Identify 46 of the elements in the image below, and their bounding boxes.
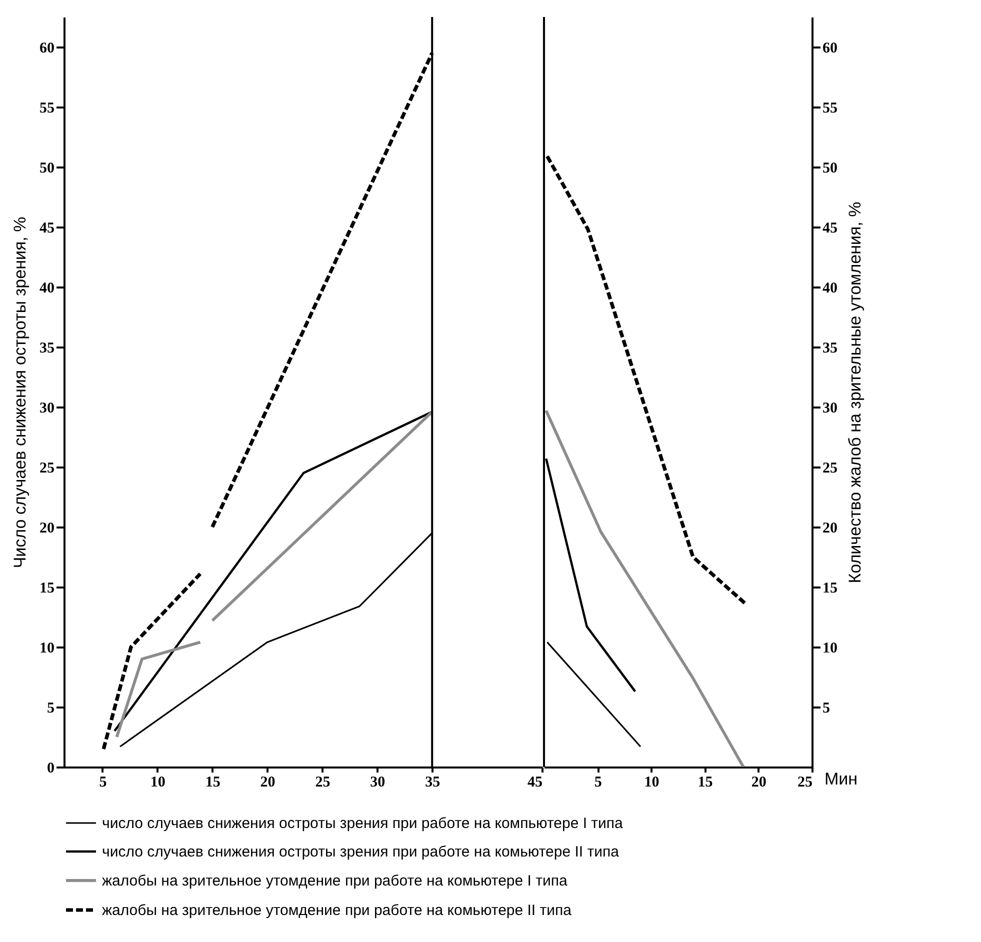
y2-tick-label: 5 [822,700,830,716]
x-tick-label: 5 [99,774,107,790]
y-tick-label: 25 [40,460,54,476]
y2-axis-title: Количество жалоб на зрительные утомления, % [846,202,864,584]
legend-label: число случаев снижения остроты зрения при работе на комьютере II типа [102,844,620,860]
y-tick-label: 20 [40,520,54,536]
y2-tick-label: 45 [822,220,838,236]
y2-tick-label: 35 [822,340,838,356]
y2-tick-label: 55 [822,100,838,116]
y-tick-label: 45 [40,220,54,236]
x-tick-label: 20 [260,774,276,790]
y-tick-label: 35 [40,340,54,356]
x-tick-label: 15 [205,774,220,790]
line-series [544,409,745,767]
y2-tick-label: 30 [822,400,838,416]
legend-label: жалобы на зрительное утомдение при работе на комьютере I типа [102,872,568,890]
y-tick-label: 0 [47,760,54,776]
x-tick-label: 10 [644,774,660,790]
y2-tick-label: 20 [822,520,838,536]
y-tick-label: 15 [40,580,54,596]
y2-tick-label: 10 [822,640,838,656]
x-tick-label: 10 [150,774,166,790]
y-tick-label: 30 [40,400,54,416]
y-tick-label: 60 [40,40,54,56]
y2-tick-label: 25 [822,460,838,476]
x-tick-label: 35 [425,774,440,790]
y2-tick-label: 40 [822,280,838,296]
x-axis-title: Мин [824,770,858,788]
x-tick-label: 20 [751,774,766,790]
x-tick-label: 5 [594,774,602,790]
y2-tick-label: 60 [822,40,838,56]
y-tick-label: 40 [40,280,54,296]
legend-label: жалобы на зрительное утомдение при работе на комьютере II типа [102,902,572,919]
y-tick-label: 55 [40,100,54,116]
y-axis-title: Число случаев снижения остроты зрения, % [10,216,30,568]
x-tick-label: 30 [370,774,386,790]
y2-tick-label: 50 [822,160,838,176]
x-tick-label: 25 [315,774,330,790]
y-tick-label: 50 [40,160,54,176]
x-tick-label: 45 [528,774,542,790]
y2-tick-label: 15 [822,580,838,596]
y-tick-label: 10 [40,640,54,656]
legend-label: число случаев снижения остроты зрения при работе на компьютере I типа [102,815,624,832]
x-tick-label: 25 [798,774,812,790]
x-tick-label: 15 [698,774,713,790]
y-tick-label: 5 [47,700,54,716]
